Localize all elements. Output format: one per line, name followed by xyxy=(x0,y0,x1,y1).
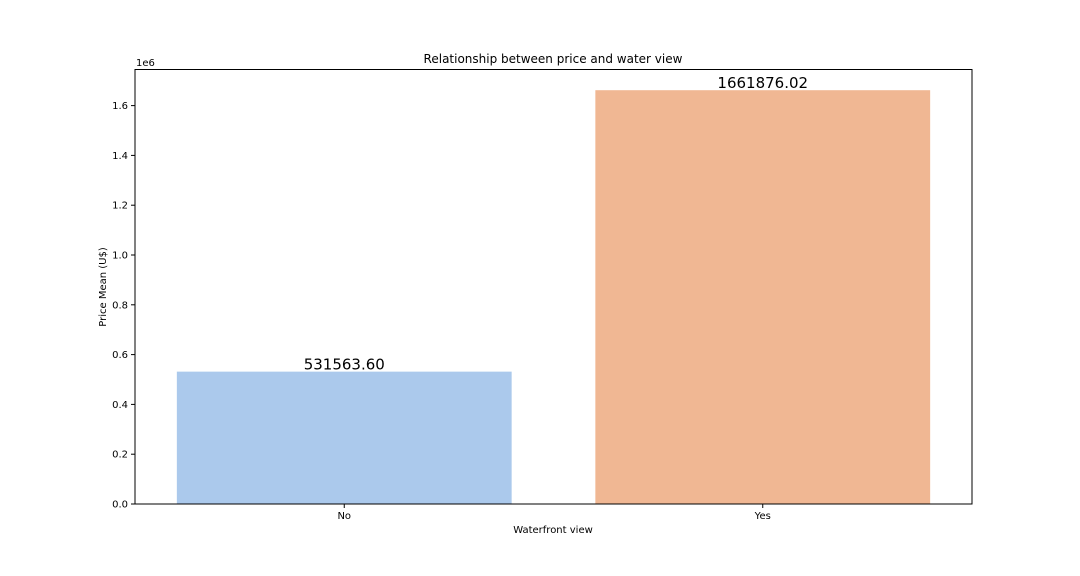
bar-value-label-no: 531563.60 xyxy=(304,356,385,374)
chart-title: Relationship between price and water vie… xyxy=(424,52,683,66)
x-axis-ticks: No Yes xyxy=(337,504,771,522)
y-tick-label: 1.0 xyxy=(112,251,128,262)
y-tick-label: 1.6 xyxy=(112,101,128,112)
y-tick-label: 1.4 xyxy=(112,151,128,162)
x-axis-label: Waterfront view xyxy=(513,525,593,536)
y-axis-ticks: 0.0 0.2 0.4 0.6 0.8 1.0 1.2 1.4 1.6 xyxy=(112,101,135,511)
y-axis-label: Price Mean (U$) xyxy=(98,247,109,327)
y-tick-label: 0.2 xyxy=(112,450,128,461)
y-tick-label: 0.0 xyxy=(112,500,128,511)
y-axis-offset-label: 1e6 xyxy=(136,58,155,69)
x-tick-label-yes: Yes xyxy=(754,511,771,522)
bar-value-label-yes: 1661876.02 xyxy=(717,74,808,92)
plot-frame xyxy=(134,69,973,505)
y-tick-label: 1.2 xyxy=(112,201,128,212)
bars-layer xyxy=(176,90,931,504)
y-tick-label: 0.6 xyxy=(112,350,128,361)
y-tick-label: 0.4 xyxy=(112,400,128,411)
y-tick-label: 0.8 xyxy=(112,300,128,311)
bar-value-labels: 531563.60 1661876.02 xyxy=(304,74,808,373)
x-tick-label-no: No xyxy=(337,511,351,522)
bar-no xyxy=(176,371,512,504)
bar-yes xyxy=(595,90,931,504)
